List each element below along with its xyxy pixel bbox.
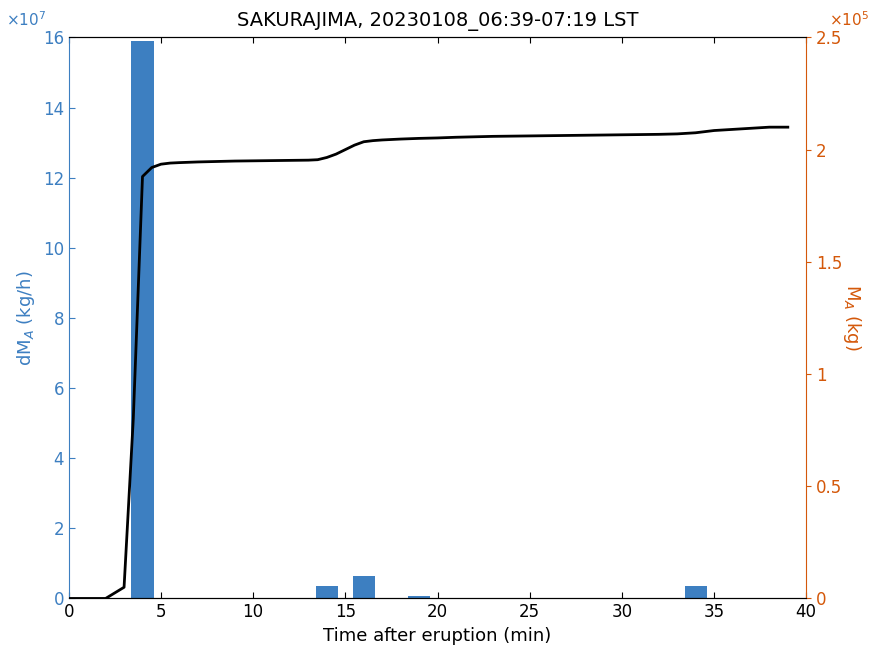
Y-axis label: M$_A$ (kg): M$_A$ (kg) (841, 285, 863, 352)
Bar (316, 586, 338, 598)
Y-axis label: dM$_A$ (kg/h): dM$_A$ (kg/h) (15, 270, 37, 366)
Text: ×10$^5$: ×10$^5$ (829, 10, 869, 29)
X-axis label: Time after eruption (min): Time after eruption (min) (324, 627, 551, 645)
Bar (131, 41, 154, 598)
Bar (684, 586, 707, 598)
Bar (353, 576, 374, 598)
Title: SAKURAJIMA, 20230108_06:39-07:19 LST: SAKURAJIMA, 20230108_06:39-07:19 LST (237, 12, 638, 31)
Text: ×10$^7$: ×10$^7$ (6, 10, 46, 29)
Bar (408, 596, 430, 598)
